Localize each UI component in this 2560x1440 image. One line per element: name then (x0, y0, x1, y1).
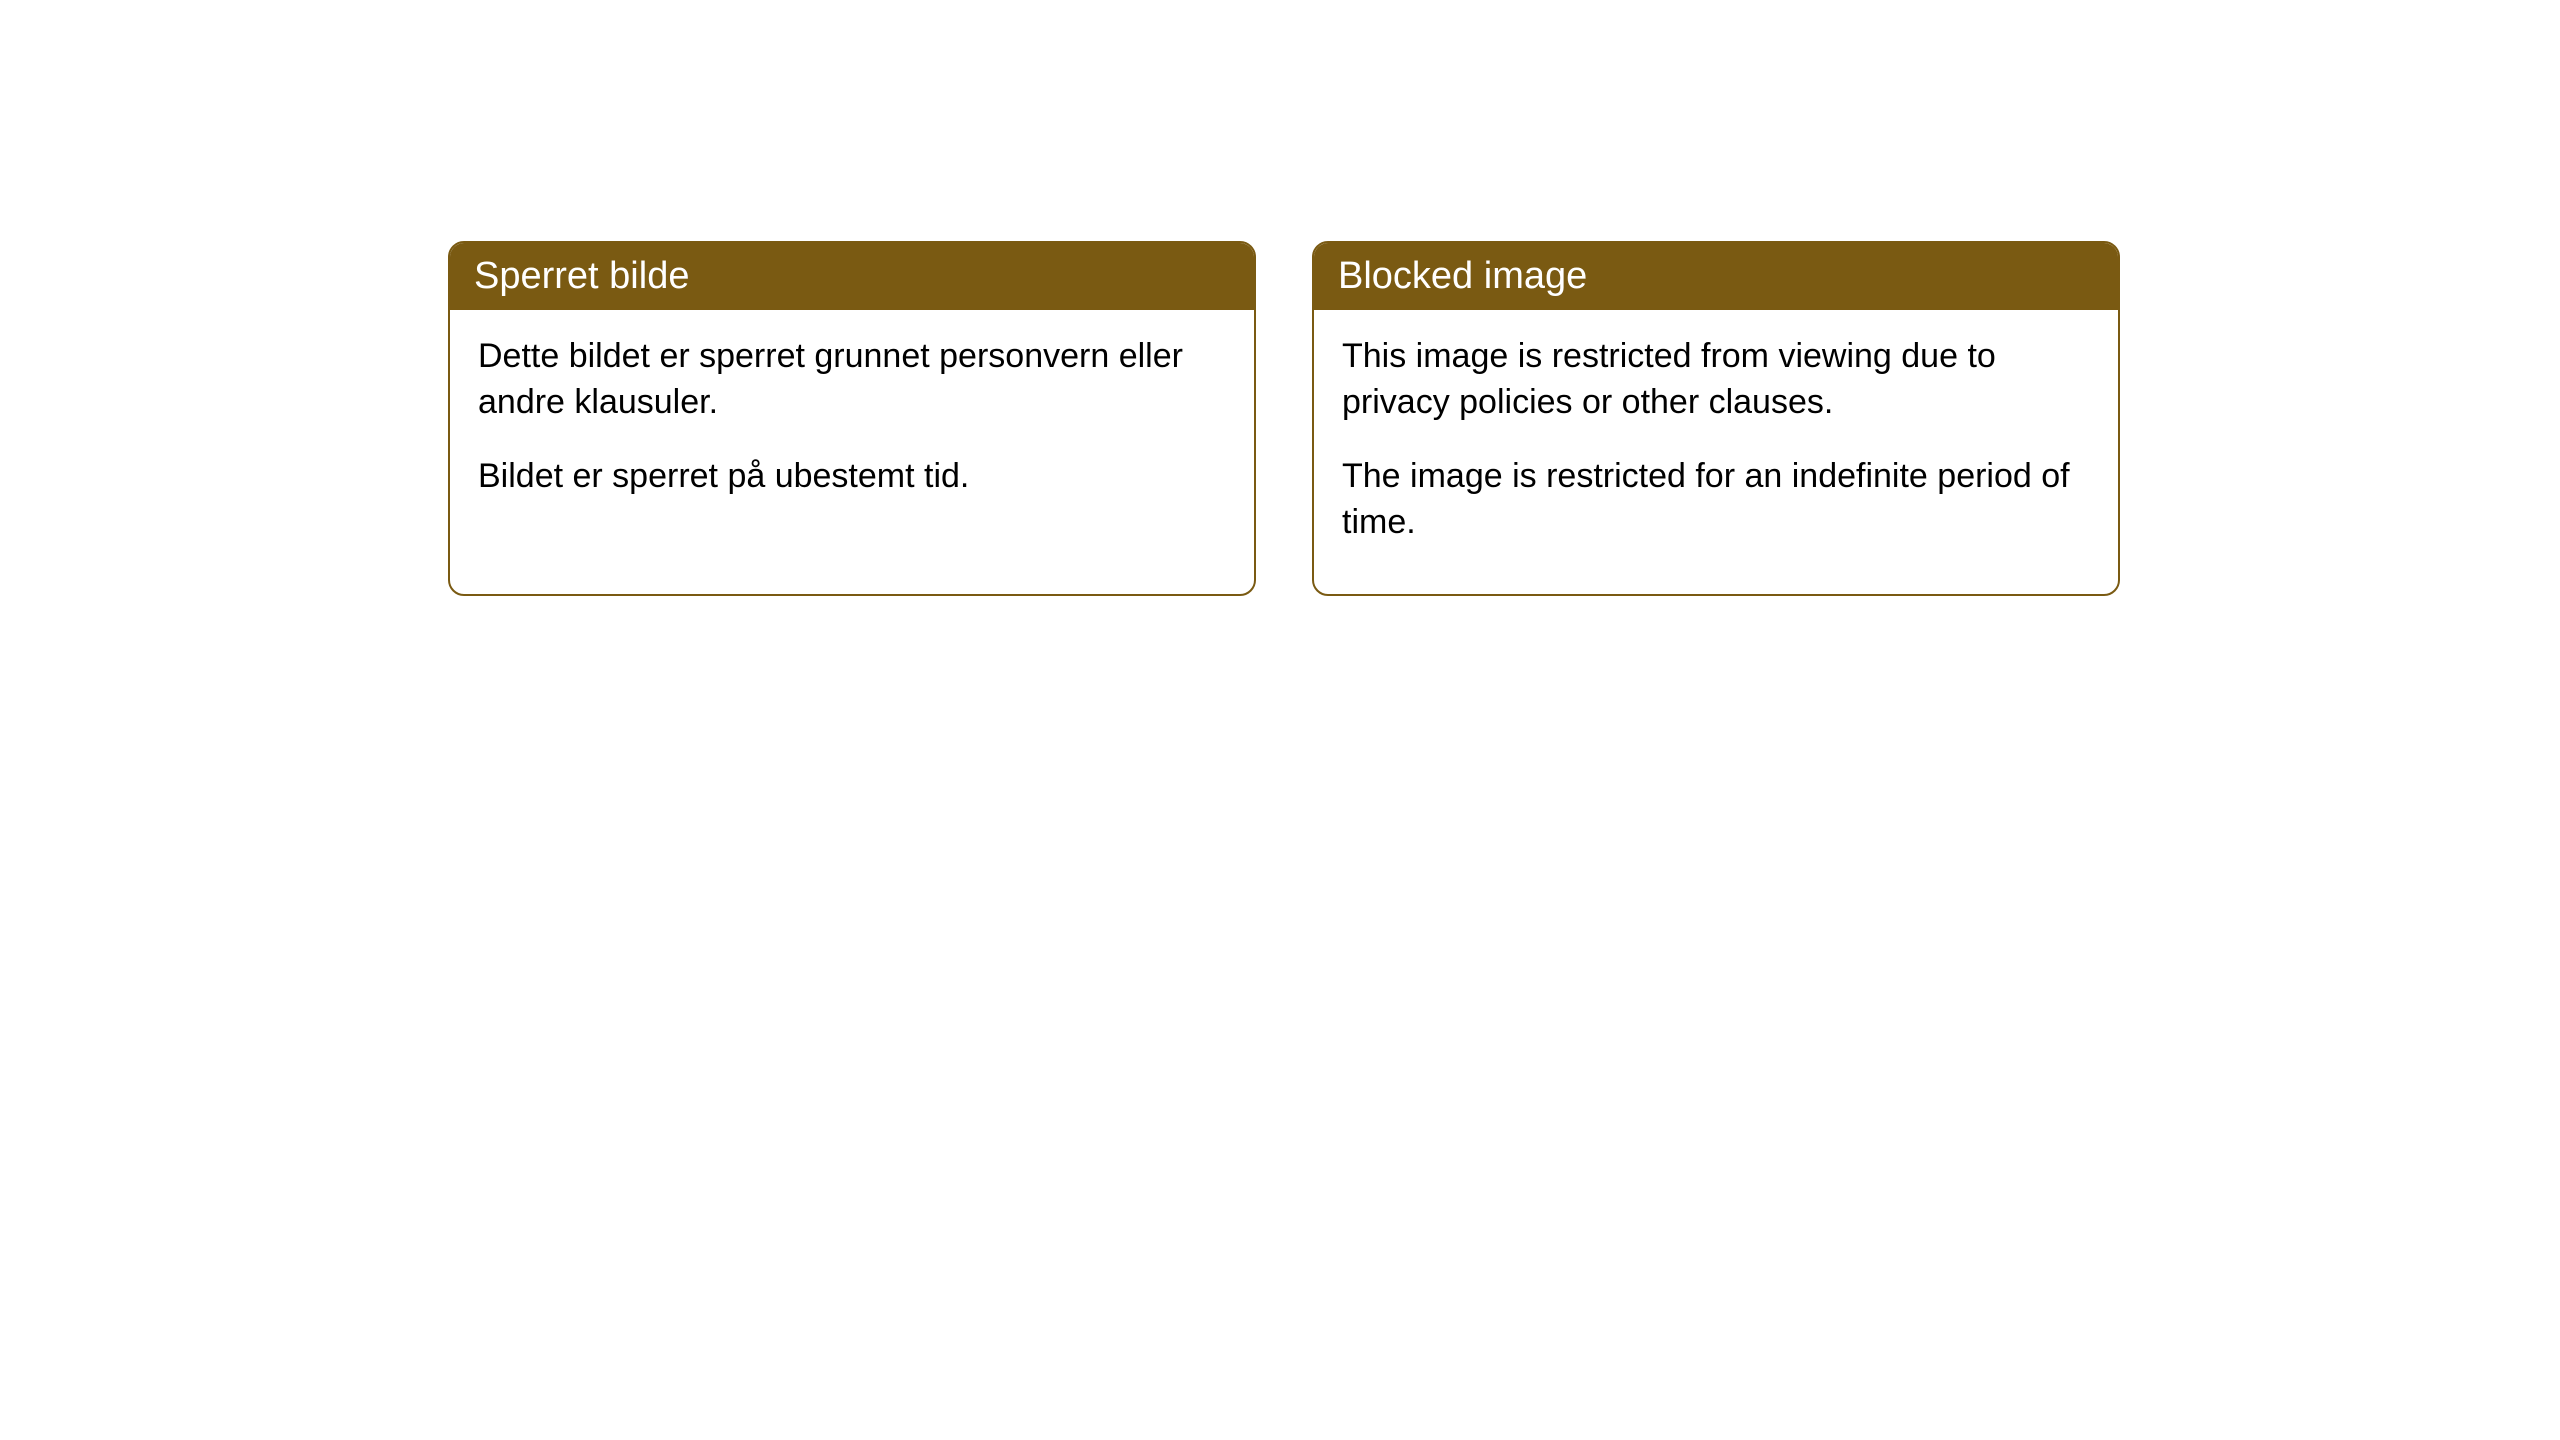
card-paragraph: Dette bildet er sperret grunnet personve… (478, 334, 1226, 426)
card-body: Dette bildet er sperret grunnet personve… (450, 310, 1254, 548)
card-title: Blocked image (1338, 255, 1587, 297)
card-body: This image is restricted from viewing du… (1314, 310, 2118, 594)
card-header: Sperret bilde (450, 243, 1254, 310)
notice-cards-container: Sperret bilde Dette bildet er sperret gr… (448, 241, 2120, 596)
card-paragraph: The image is restricted for an indefinit… (1342, 454, 2090, 546)
card-header: Blocked image (1314, 243, 2118, 310)
card-paragraph: This image is restricted from viewing du… (1342, 334, 2090, 426)
card-paragraph: Bildet er sperret på ubestemt tid. (478, 454, 1226, 500)
notice-card-english: Blocked image This image is restricted f… (1312, 241, 2120, 596)
card-title: Sperret bilde (474, 255, 689, 297)
notice-card-norwegian: Sperret bilde Dette bildet er sperret gr… (448, 241, 1256, 596)
